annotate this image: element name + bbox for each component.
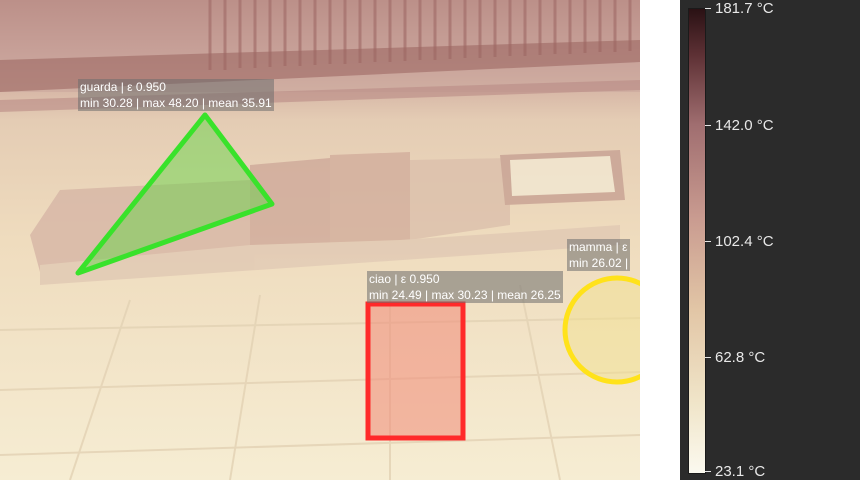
colorbar-tick-label: 142.0 °C <box>715 117 774 135</box>
colorbar-tick-label: 102.4 °C <box>715 233 774 251</box>
colorbar-tick-label-min: 23.1 °C <box>715 463 765 481</box>
colorbar-tick <box>705 125 711 126</box>
roi-ciao-rectangle[interactable] <box>368 304 463 438</box>
colorbar-tick-label-max: 181.7 °C <box>715 0 774 18</box>
roi-ciao-label: ciao | ε 0.950 min 24.49 | max 30.23 | m… <box>367 271 563 303</box>
colorbar-tick <box>705 8 711 9</box>
roi-guarda-title: guarda | ε 0.950 <box>80 79 272 95</box>
roi-mamma-title: mamma | ε <box>569 239 628 255</box>
thermal-image-view[interactable]: guarda | ε 0.950 min 30.28 | max 48.20 |… <box>0 0 640 480</box>
roi-guarda-label: guarda | ε 0.950 min 30.28 | max 48.20 |… <box>78 79 274 111</box>
roi-mamma-stats: min 26.02 | <box>569 255 628 271</box>
roi-ciao-stats: min 24.49 | max 30.23 | mean 26.25 <box>369 287 561 303</box>
thermal-image <box>0 0 640 480</box>
roi-guarda-stats: min 30.28 | max 48.20 | mean 35.91 <box>80 95 272 111</box>
colorbar-tick <box>705 471 711 472</box>
colorbar-tick <box>705 241 711 242</box>
roi-mamma-label: mamma | ε min 26.02 | <box>567 239 630 271</box>
temperature-colorbar <box>688 8 706 474</box>
colorbar-tick-label: 62.8 °C <box>715 349 765 367</box>
roi-ciao-title: ciao | ε 0.950 <box>369 271 561 287</box>
colorbar-tick <box>705 357 711 358</box>
